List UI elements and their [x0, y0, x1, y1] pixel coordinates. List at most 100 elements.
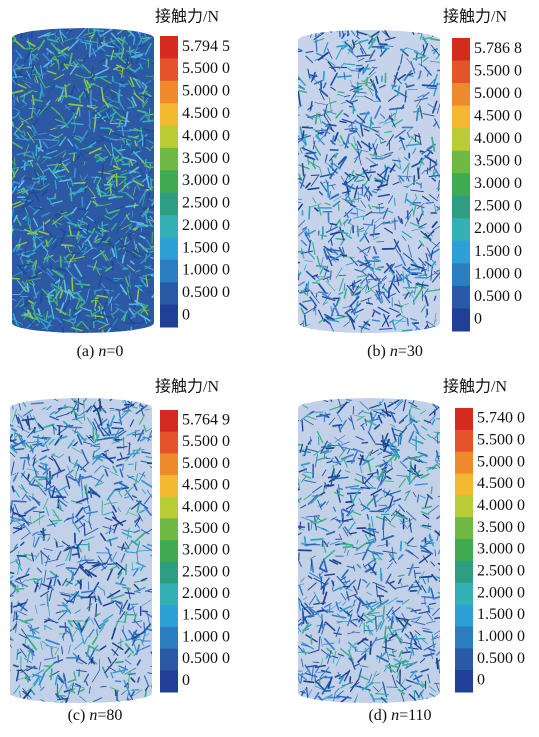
caption-variable: n	[390, 343, 398, 360]
colorbar-label: 5.500 0	[182, 60, 230, 77]
colorbar-label: 4.000 0	[182, 498, 230, 515]
colorbar-segment	[455, 451, 473, 475]
colorbar-label: 5.000 0	[182, 455, 230, 472]
colorbar-segment	[160, 125, 178, 149]
colorbar-segment	[455, 626, 473, 649]
colorbar-segment	[455, 539, 473, 562]
colorbar-label: 3.500 0	[474, 153, 522, 170]
specimen-image	[10, 398, 152, 703]
colorbar-segment	[160, 561, 178, 585]
caption-variable: n	[391, 707, 399, 724]
colorbar-label: 5.500 0	[474, 62, 522, 79]
panel: 接触力/N 5.786 8 5.500 0 5.000 0 4.500 0 4.000 0…	[298, 8, 522, 360]
legend-title: 接触力/N	[443, 378, 507, 396]
colorbar-segment	[455, 560, 473, 584]
colorbar-label: 5.500 0	[182, 433, 230, 450]
colorbar-label: 5.000 0	[477, 453, 525, 470]
colorbar-segment	[452, 38, 470, 62]
colorbar-segment	[160, 431, 178, 454]
colorbar-segment	[452, 150, 470, 174]
colorbar-label: 3.500 0	[182, 520, 230, 537]
panel: 接触力/N 5.794 5 5.500 0 5.000 0 4.500 0 4.000 0…	[12, 8, 230, 360]
colorbar-label: 1.500 0	[182, 607, 230, 624]
colorbar-segment	[160, 36, 178, 59]
colorbar-label: 1.000 0	[477, 628, 525, 645]
colorbar-segment	[160, 282, 178, 306]
colorbar-segment	[452, 218, 470, 242]
colorbar-segment	[160, 583, 178, 606]
colorbar-segment	[452, 285, 470, 309]
caption-value: =0	[106, 343, 123, 360]
colorbar-label: 0	[477, 672, 485, 689]
colorbar-label: 1.500 0	[182, 239, 230, 256]
colorbar-label: 3.500 0	[182, 150, 230, 167]
colorbar-label: 5.000 0	[182, 83, 230, 100]
colorbar-label: 5.786 8	[474, 40, 522, 57]
colorbar-label: 0	[182, 306, 190, 323]
colorbar-segment	[455, 495, 473, 518]
colorbar-segment	[452, 240, 470, 264]
specimen-image	[12, 28, 154, 333]
colorbar-label: 4.500 0	[182, 105, 230, 122]
colorbar-segment	[455, 408, 473, 431]
colorbar-segment	[452, 128, 470, 152]
colorbar-segment	[452, 60, 470, 84]
caption-value: =80	[97, 707, 122, 724]
colorbar-segment	[160, 192, 178, 216]
colorbar-segment	[160, 496, 178, 519]
colorbar-label: 5.000 0	[474, 85, 522, 102]
colorbar-segment	[455, 648, 473, 671]
colorbar-segment	[452, 308, 470, 332]
colorbar-segment	[160, 453, 178, 476]
colorbar-label: 4.500 0	[474, 108, 522, 125]
colorbar-segment	[160, 518, 178, 541]
colorbar-segment	[452, 83, 470, 107]
colorbar-label: 4.000 0	[477, 497, 525, 514]
colorbar-segment	[452, 105, 470, 129]
colorbar-label: 1.000 0	[474, 265, 522, 282]
colorbar-label: 2.000 0	[477, 584, 525, 601]
legend-title: 接触力/N	[155, 8, 219, 26]
colorbar-label: 0.500 0	[182, 650, 230, 667]
colorbar-segment	[160, 215, 178, 238]
colorbar-label: 2.500 0	[474, 198, 522, 215]
colorbar-label: 5.500 0	[477, 431, 525, 448]
colorbar-segment	[452, 263, 470, 287]
colorbar-segment	[160, 670, 178, 693]
colorbar-label: 2.000 0	[474, 220, 522, 237]
colorbar-segment	[160, 540, 178, 563]
colorbar-segment	[160, 147, 178, 171]
colorbar-label: 3.500 0	[477, 519, 525, 536]
colorbar-segment	[160, 237, 178, 261]
colorbar-segment	[455, 429, 473, 453]
legend-title: 接触力/N	[155, 378, 219, 396]
caption: (c) n=80	[68, 707, 123, 724]
colorbar-label: 1.000 0	[182, 628, 230, 645]
caption-value: =30	[398, 343, 423, 360]
caption-label: (a)	[77, 343, 95, 360]
colorbar-label: 1.000 0	[182, 262, 230, 279]
colorbar-label: 3.000 0	[182, 172, 230, 189]
colorbar-segment	[160, 605, 178, 628]
caption: (a) n=0	[77, 343, 124, 360]
colorbar-segment	[455, 670, 473, 693]
colorbar-label: 4.500 0	[182, 477, 230, 494]
colorbar-segment	[455, 473, 473, 496]
colorbar-label: 1.500 0	[477, 606, 525, 623]
colorbar-segment	[160, 170, 178, 194]
colorbar-label: 1.500 0	[474, 243, 522, 260]
legend-title: 接触力/N	[443, 8, 507, 26]
colorbar-segment	[160, 475, 178, 498]
colorbar-label: 4.000 0	[182, 127, 230, 144]
colorbar-label: 3.000 0	[477, 541, 525, 558]
colorbar-label: 3.000 0	[474, 175, 522, 192]
colorbar-segment	[160, 648, 178, 671]
caption-label: (c)	[68, 707, 86, 724]
colorbar-label: 5.764 9	[182, 412, 230, 429]
colorbar-segment	[160, 80, 178, 104]
caption: (b) n=30	[367, 343, 423, 360]
colorbar-label: 2.500 0	[182, 195, 230, 212]
caption-label: (b)	[367, 343, 386, 360]
colorbar-segment	[455, 604, 473, 627]
